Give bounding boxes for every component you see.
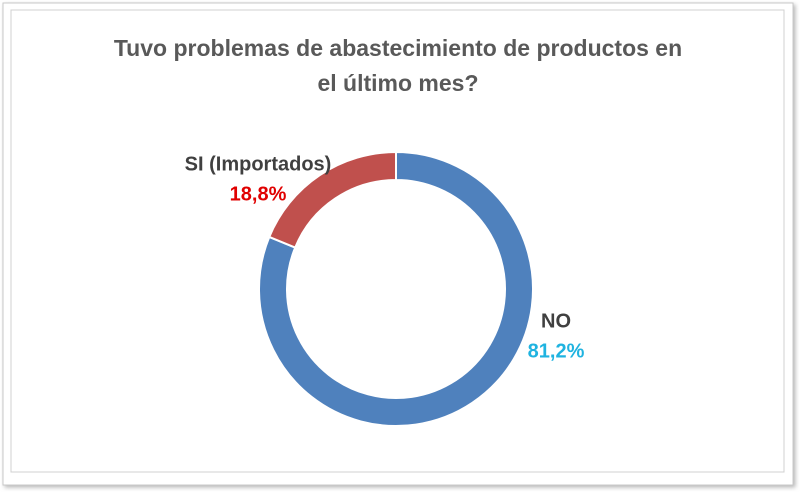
donut-segment [258, 150, 534, 427]
category-label: SI (Importados) [185, 153, 332, 175]
category-label: NO [541, 310, 571, 332]
value-label: 81,2% [528, 340, 585, 362]
donut-segment [267, 150, 397, 249]
plot-border [10, 9, 785, 473]
chart-title: Tuvo problemas de abastecimiento de prod… [114, 35, 682, 96]
value-label: 18,8% [230, 183, 287, 205]
